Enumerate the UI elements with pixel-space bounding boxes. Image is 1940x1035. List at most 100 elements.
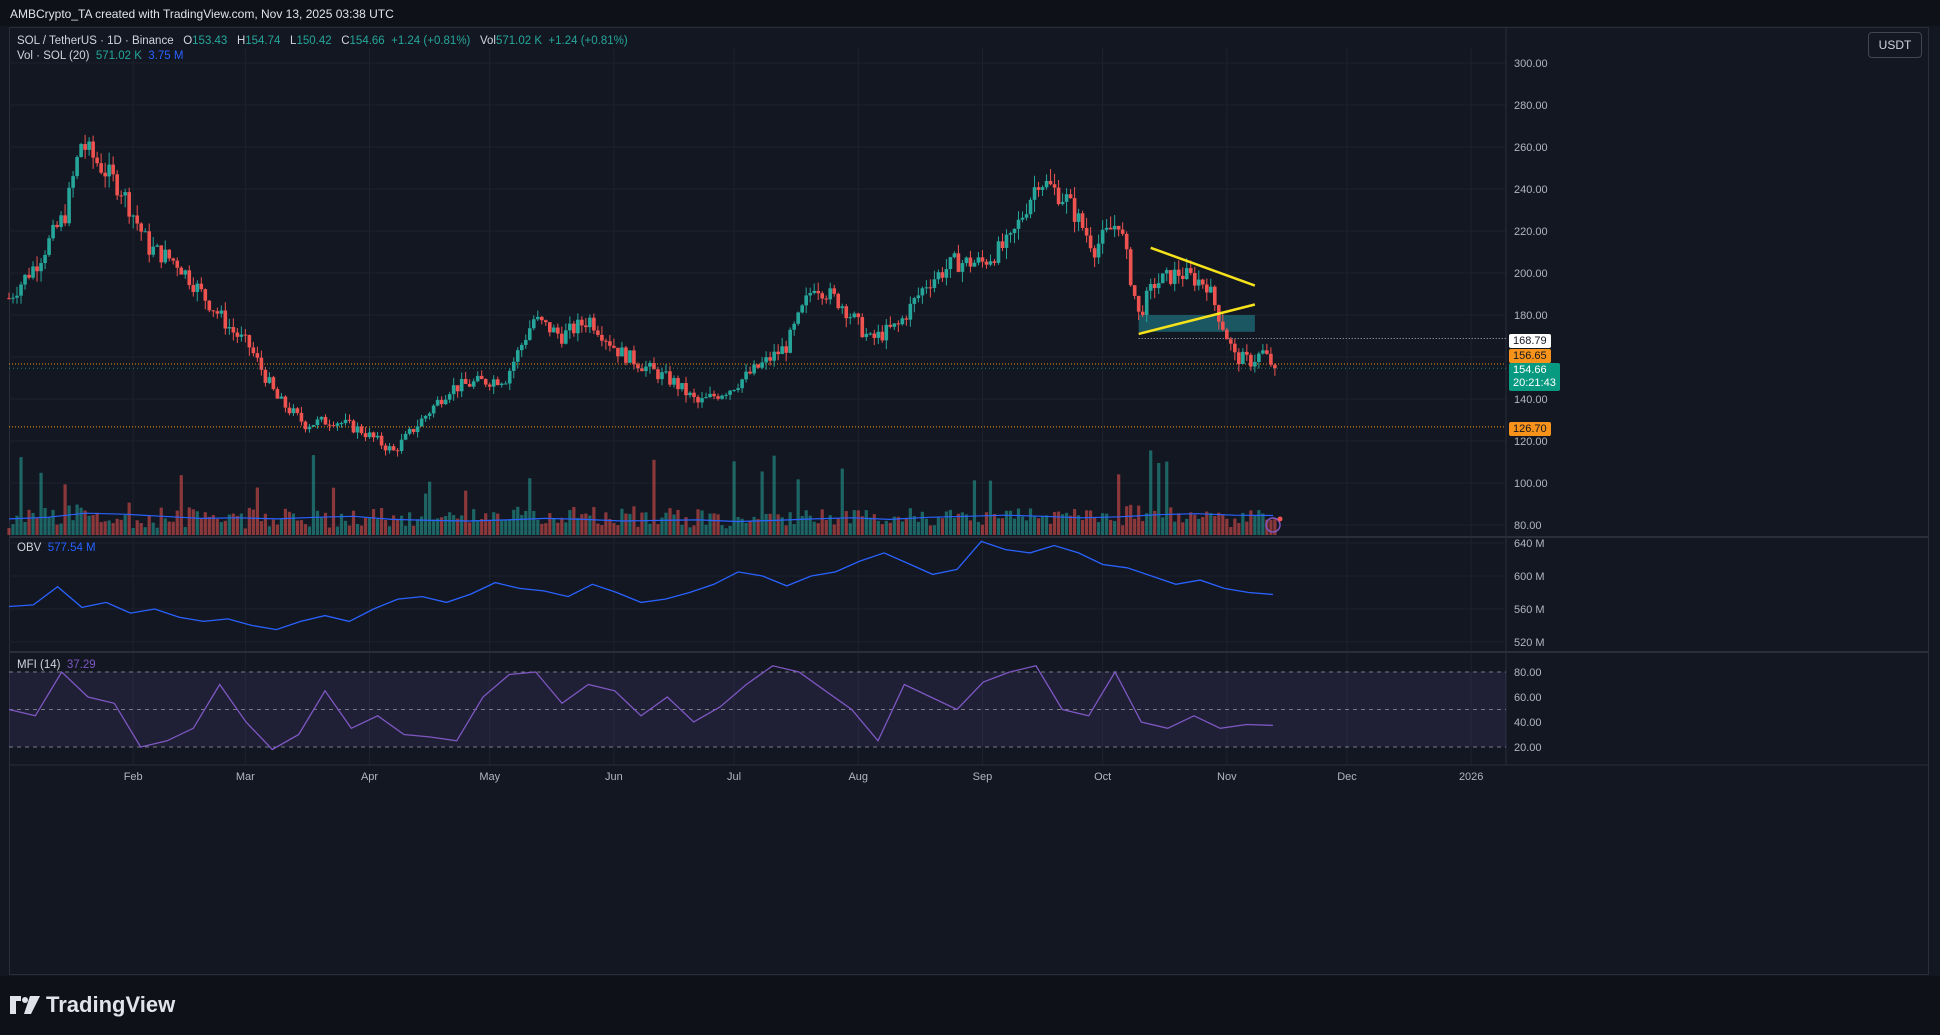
high-label: H bbox=[236, 35, 246, 47]
volume-bar bbox=[968, 520, 973, 535]
volume-bar bbox=[283, 508, 288, 535]
volume-bar bbox=[71, 520, 75, 535]
volume-bar bbox=[1273, 519, 1277, 535]
volume-bar bbox=[420, 516, 424, 535]
candle-body bbox=[1241, 351, 1245, 365]
volume-bar bbox=[207, 516, 211, 535]
candle-body bbox=[744, 371, 748, 380]
volume-bar bbox=[387, 526, 392, 535]
volume-bar bbox=[484, 513, 488, 535]
volume-bar bbox=[403, 525, 408, 535]
volume-bar bbox=[764, 513, 768, 535]
vol-study-title[interactable]: Vol · SOL (20) bbox=[17, 50, 90, 62]
volume-bar bbox=[796, 479, 800, 535]
candle-body bbox=[1028, 199, 1033, 215]
candle-body bbox=[1188, 268, 1193, 273]
volume-bar bbox=[648, 523, 652, 535]
candle-body bbox=[1225, 329, 1229, 340]
volume-bar bbox=[652, 459, 656, 535]
candle-body bbox=[295, 408, 300, 413]
candle-body bbox=[1064, 194, 1069, 202]
volume-bar bbox=[1121, 525, 1125, 535]
volume-bar bbox=[179, 475, 183, 535]
volume-bar bbox=[1032, 516, 1037, 535]
x-tick-label: Mar bbox=[236, 771, 255, 783]
volume-bar bbox=[696, 509, 700, 535]
volume-bar bbox=[732, 461, 736, 535]
volume-bar bbox=[992, 513, 997, 535]
candle-body bbox=[1152, 283, 1157, 289]
volume-bar bbox=[884, 520, 888, 535]
candle-body bbox=[600, 334, 604, 341]
candle-body bbox=[151, 246, 156, 255]
low-value: 150.42 bbox=[296, 35, 332, 47]
chart-canvas[interactable]: 300.00 280.00 260.00 240.00 220.00 200.00 180.… bbox=[0, 0, 1940, 976]
mfi-y-tick: 60.00 bbox=[1514, 692, 1542, 704]
candle-body bbox=[191, 285, 196, 292]
candle-body bbox=[1208, 286, 1213, 293]
volume-bar bbox=[888, 522, 892, 535]
header-bar: AMBCrypto_TA created with TradingView.co… bbox=[0, 0, 1940, 26]
candle-body bbox=[1249, 354, 1253, 367]
candle-body bbox=[219, 310, 224, 314]
candle-body bbox=[67, 187, 71, 224]
candle-body bbox=[1044, 180, 1049, 188]
currency-button[interactable]: USDT bbox=[1868, 32, 1922, 58]
x-tick-label: Jul bbox=[727, 771, 741, 783]
low-label: L bbox=[290, 35, 297, 47]
level-label-168: 168.79 bbox=[1509, 334, 1551, 348]
volume-bar bbox=[672, 514, 676, 535]
mfi-value: 37.29 bbox=[66, 659, 96, 671]
candle-body bbox=[924, 287, 929, 289]
candle-body bbox=[808, 293, 812, 296]
candle-body bbox=[1068, 194, 1073, 199]
volume-bar bbox=[936, 516, 940, 535]
vol-ma-value: 3.75 M bbox=[148, 50, 184, 62]
symbol-title[interactable]: SOL / TetherUS · 1D · Binance bbox=[17, 35, 174, 47]
volume-bar bbox=[231, 513, 235, 535]
candle-body bbox=[856, 313, 861, 318]
candle-body bbox=[900, 318, 905, 325]
volume-bar bbox=[616, 525, 620, 535]
candle-body bbox=[1200, 279, 1205, 285]
candle-body bbox=[159, 245, 164, 263]
obv-title[interactable]: OBV bbox=[17, 542, 42, 554]
candle-body bbox=[1036, 187, 1041, 190]
volume-bar bbox=[900, 521, 904, 535]
volume-bar bbox=[1257, 510, 1261, 535]
candle-body bbox=[283, 396, 288, 408]
candle-body bbox=[463, 378, 468, 384]
volume-bar bbox=[744, 522, 748, 535]
volume-bar bbox=[920, 511, 924, 535]
candle-body bbox=[628, 350, 632, 363]
x-tick-label: Nov bbox=[1217, 771, 1237, 783]
candle-body bbox=[936, 272, 941, 280]
vol-value: 571.02 K bbox=[495, 35, 543, 47]
volume-bar bbox=[139, 523, 143, 535]
volume-bar bbox=[131, 528, 135, 535]
candle-body bbox=[572, 323, 576, 334]
tradingview-logo[interactable]: TradingView bbox=[10, 992, 175, 1018]
mfi-title[interactable]: MFI (14) bbox=[17, 659, 61, 671]
volume-bar bbox=[820, 509, 824, 535]
candle-body bbox=[988, 261, 993, 265]
volume-bar bbox=[211, 515, 215, 535]
volume-bar bbox=[319, 517, 324, 535]
volume-bar bbox=[1020, 516, 1025, 535]
mfi-y-tick: 80.00 bbox=[1514, 667, 1542, 679]
volume-bar bbox=[748, 520, 752, 535]
volume-bar bbox=[720, 525, 724, 535]
candle-body bbox=[752, 364, 756, 374]
volume-bar bbox=[708, 513, 712, 535]
volume-bar bbox=[1004, 510, 1009, 535]
candle-body bbox=[696, 397, 700, 403]
candle-body bbox=[1192, 272, 1197, 286]
volume-bar bbox=[636, 526, 640, 535]
volume-bar bbox=[59, 523, 63, 535]
volume-bar bbox=[215, 519, 219, 535]
volume-bar bbox=[1089, 510, 1093, 535]
volume-bar bbox=[243, 528, 247, 535]
volume-bar bbox=[432, 519, 436, 535]
candle-body bbox=[648, 363, 652, 367]
volume-bar bbox=[119, 519, 123, 535]
